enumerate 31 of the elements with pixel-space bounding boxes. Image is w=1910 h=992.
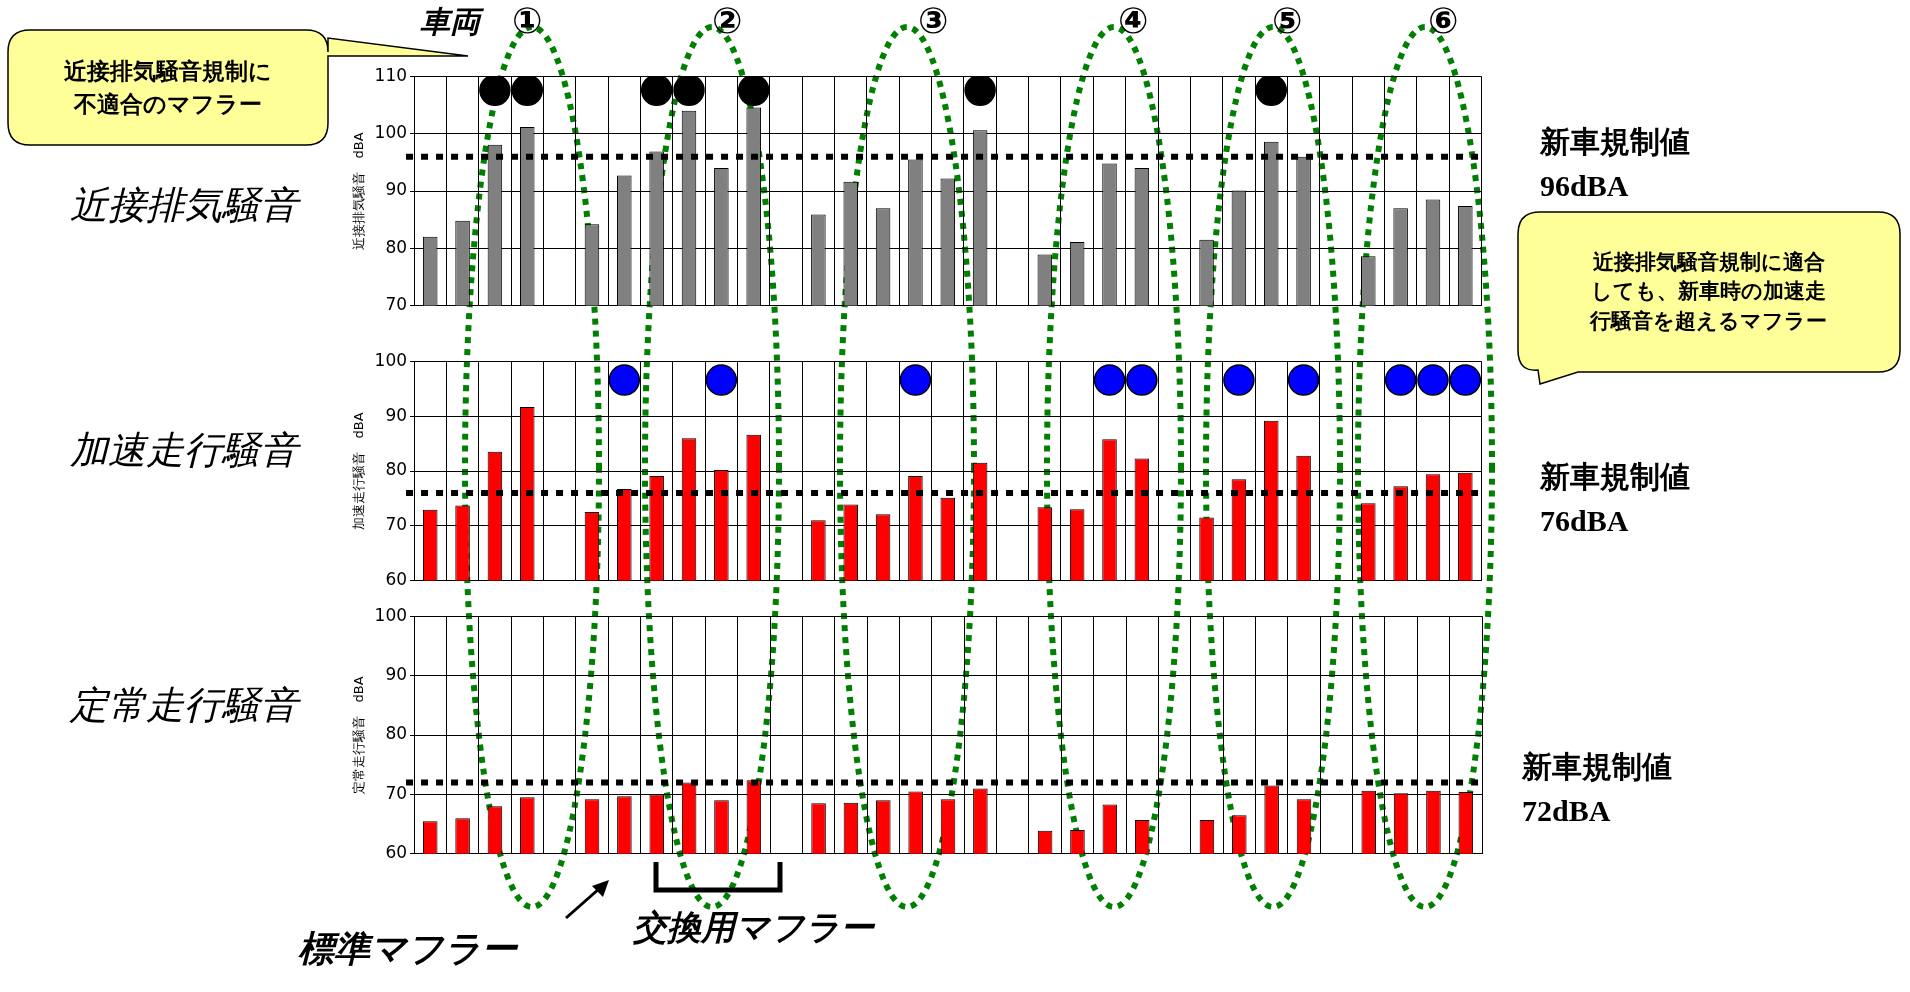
y-tick-label: 100 xyxy=(374,349,408,370)
y-tick-label: 70 xyxy=(385,293,408,314)
ref-line-label: 新車規制値 72dBA xyxy=(1522,749,1673,829)
text: 交換用マフラー xyxy=(633,906,874,949)
y-tick-label: 80 xyxy=(385,236,408,257)
ref-line-label: 新車規制値 76dBA xyxy=(1540,459,1691,539)
y-axis-title: 加速走行騒音 dBA xyxy=(351,412,367,530)
y-tick-label: 90 xyxy=(385,179,408,200)
text: ⑥ xyxy=(1428,0,1459,41)
y-tick-label: 70 xyxy=(385,514,408,535)
y-axis-title: 近接排気騒音 dBA xyxy=(351,132,367,250)
y-tick-label: 60 xyxy=(385,568,408,589)
y-axis-title: 定常走行騒音 dBA xyxy=(351,676,367,794)
y-tick-label: 90 xyxy=(385,404,408,425)
y-tick-label: 60 xyxy=(385,842,408,863)
y-tick-label: 70 xyxy=(385,782,408,803)
text: 標準マフラー xyxy=(298,927,517,971)
text: 近接排気騒音規制に適合しても、新車時の加速走行騒音を超えるマフラー xyxy=(1589,248,1829,335)
text: ③ xyxy=(918,0,949,41)
y-tick-label: 80 xyxy=(385,723,408,744)
y-tick-label: 80 xyxy=(385,459,408,480)
y-tick-label: 90 xyxy=(385,664,408,685)
text: ④ xyxy=(1118,0,1149,41)
ref-line-label: 新車規制値 96dBA xyxy=(1540,124,1691,204)
text: ⑤ xyxy=(1272,0,1303,41)
text: ① xyxy=(512,0,543,41)
y-tick-label: 100 xyxy=(374,604,408,625)
y-tick-label: 100 xyxy=(374,122,408,143)
text: 近接排気騒音規制に不適合のマフラー xyxy=(63,57,273,119)
y-tick-label: 110 xyxy=(374,64,408,85)
text: ② xyxy=(712,0,743,41)
